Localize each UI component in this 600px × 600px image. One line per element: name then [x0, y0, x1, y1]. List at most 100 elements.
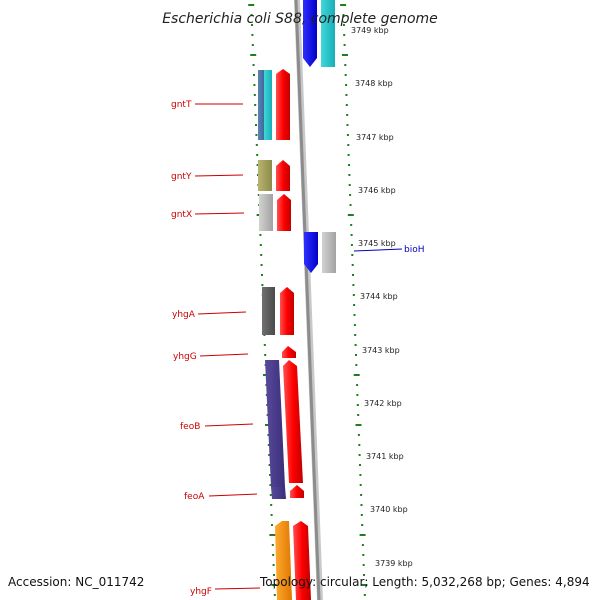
ruler-right-dot — [359, 484, 362, 486]
ruler-left-dot — [269, 484, 272, 486]
ruler-right-dot — [361, 524, 364, 526]
ruler-right-dot — [361, 584, 368, 586]
ruler-right-dot — [351, 254, 354, 256]
ruler-right-dot — [361, 544, 364, 546]
ruler-right-dot — [353, 304, 356, 306]
ruler-left-dot — [269, 474, 271, 476]
ruler-left-dot — [253, 94, 256, 96]
gene-arrow-gntT[interactable] — [276, 69, 290, 140]
leader-line-gntY — [194, 174, 244, 177]
ruler-right-dot — [363, 594, 366, 596]
gene-label-bioH[interactable]: bioH — [404, 245, 425, 255]
gene-arrow-yhgF[interactable] — [293, 521, 311, 600]
ruler-right-dot — [356, 394, 359, 396]
leader-line-gntX — [194, 212, 245, 215]
ruler-right-dot — [347, 214, 354, 216]
kbp-label: 3747 kbp — [356, 133, 394, 142]
ruler-left-dot — [252, 64, 255, 66]
ruler-left-dot — [253, 74, 255, 76]
ruler-right-dot — [356, 404, 359, 406]
ruler-right-dot — [363, 574, 365, 576]
ruler-right-dot — [345, 104, 348, 106]
ruler-left-dot — [261, 284, 264, 286]
ruler-left-dot — [255, 134, 258, 136]
ruler-right-dot — [346, 134, 349, 136]
ruler-right-dot — [347, 154, 350, 156]
ruler-left-dot — [253, 84, 256, 86]
ruler-left-dot — [268, 454, 271, 456]
ruler-right-dot — [351, 264, 354, 266]
gene-arrow-yhgA[interactable] — [280, 287, 294, 335]
gene-block-gntT-b[interactable] — [264, 70, 272, 140]
ruler-right-dot — [358, 454, 361, 456]
ruler-left-dot — [270, 514, 273, 516]
gene-arrow-yhgG[interactable] — [282, 346, 296, 358]
kbp-label: 3748 kbp — [355, 79, 393, 88]
ruler-left-dot — [267, 434, 270, 436]
gene-label-gntX[interactable]: gntX — [171, 210, 192, 220]
ruler-left-dot — [265, 424, 271, 426]
ruler-right-dot — [355, 424, 362, 426]
ruler-left-dot — [268, 464, 271, 466]
ruler-left-dot — [273, 594, 276, 596]
gene-label-gntY[interactable]: gntY — [171, 172, 192, 182]
ruler-right-dot — [343, 34, 346, 36]
gene-block-blue[interactable] — [303, 0, 317, 67]
ruler-right-dot — [346, 124, 349, 126]
gene-arrow-feoA[interactable] — [290, 485, 304, 498]
gene-block-gntX[interactable] — [259, 194, 273, 231]
ruler-right-dot — [359, 464, 361, 466]
kbp-label: 3744 kbp — [360, 292, 398, 301]
gene-arrow-feoB[interactable] — [283, 360, 303, 483]
gene-label-yhgA[interactable]: yhgA — [172, 310, 196, 320]
ruler-left-dot — [272, 554, 275, 556]
ruler-right — [340, 4, 368, 596]
ruler-left-dot — [256, 154, 259, 156]
ruler-left-dot — [267, 444, 270, 446]
ruler-left-dot — [254, 114, 257, 116]
kbp-label: 3741 kbp — [366, 452, 404, 461]
gene-block-gntT[interactable] — [258, 70, 264, 140]
ruler-right-dot — [344, 64, 347, 66]
ruler-right-dot — [349, 204, 352, 206]
ruler-right-dot — [348, 164, 350, 166]
gene-block-feoB[interactable] — [265, 360, 285, 487]
ruler-left-dot — [260, 254, 263, 256]
ruler-left-dot — [259, 244, 262, 246]
kbp-axis: 3749 kbp 3748 kbp 3747 kbp 3746 kbp 3745… — [351, 26, 413, 568]
ruler-right-dot — [344, 74, 347, 76]
ruler-right-dot — [342, 14, 345, 16]
ruler-right-dot — [356, 384, 359, 386]
ruler-right-dot — [353, 324, 356, 326]
gene-block-bioH[interactable] — [304, 232, 318, 273]
gene-label-gntT[interactable]: gntT — [171, 100, 192, 110]
ruler-left-dot — [263, 344, 266, 346]
ruler-right-dot — [346, 114, 349, 116]
gene-label-yhgF[interactable]: yhgF — [190, 587, 212, 597]
ruler-right-dot — [347, 144, 350, 146]
ruler-right-dot — [353, 374, 360, 376]
gene-label-yhgG[interactable]: yhgG — [173, 352, 197, 362]
ruler-right-dot — [360, 514, 363, 516]
ruler-right-dot — [345, 94, 348, 96]
ruler-right-dot — [345, 84, 348, 86]
gene-block-gntY[interactable] — [258, 160, 272, 191]
kbp-label: 3749 kbp — [351, 26, 389, 35]
leader-line-feoB — [204, 423, 254, 427]
ruler-left-dot — [255, 144, 258, 146]
gene-arrow-gntX[interactable] — [277, 194, 291, 231]
gene-label-feoB[interactable]: feoB — [180, 422, 200, 432]
leader-line-yhgG — [199, 353, 249, 357]
gene-block-feoA[interactable] — [271, 487, 286, 499]
gene-block-cyan[interactable] — [321, 0, 335, 67]
ruler-right-dot — [342, 54, 348, 56]
gene-block-bioH-b[interactable] — [322, 232, 336, 273]
gene-block-yhgF[interactable] — [275, 521, 292, 600]
ruler-left-dot — [250, 14, 253, 16]
gene-arrow-gntY[interactable] — [276, 160, 290, 191]
ruler-left-dot — [269, 494, 272, 496]
gene-label-feoA[interactable]: feoA — [184, 492, 205, 502]
gene-block-yhgA[interactable] — [262, 287, 275, 335]
ruler-right-dot — [349, 194, 352, 196]
ruler-right-dot — [358, 444, 361, 446]
